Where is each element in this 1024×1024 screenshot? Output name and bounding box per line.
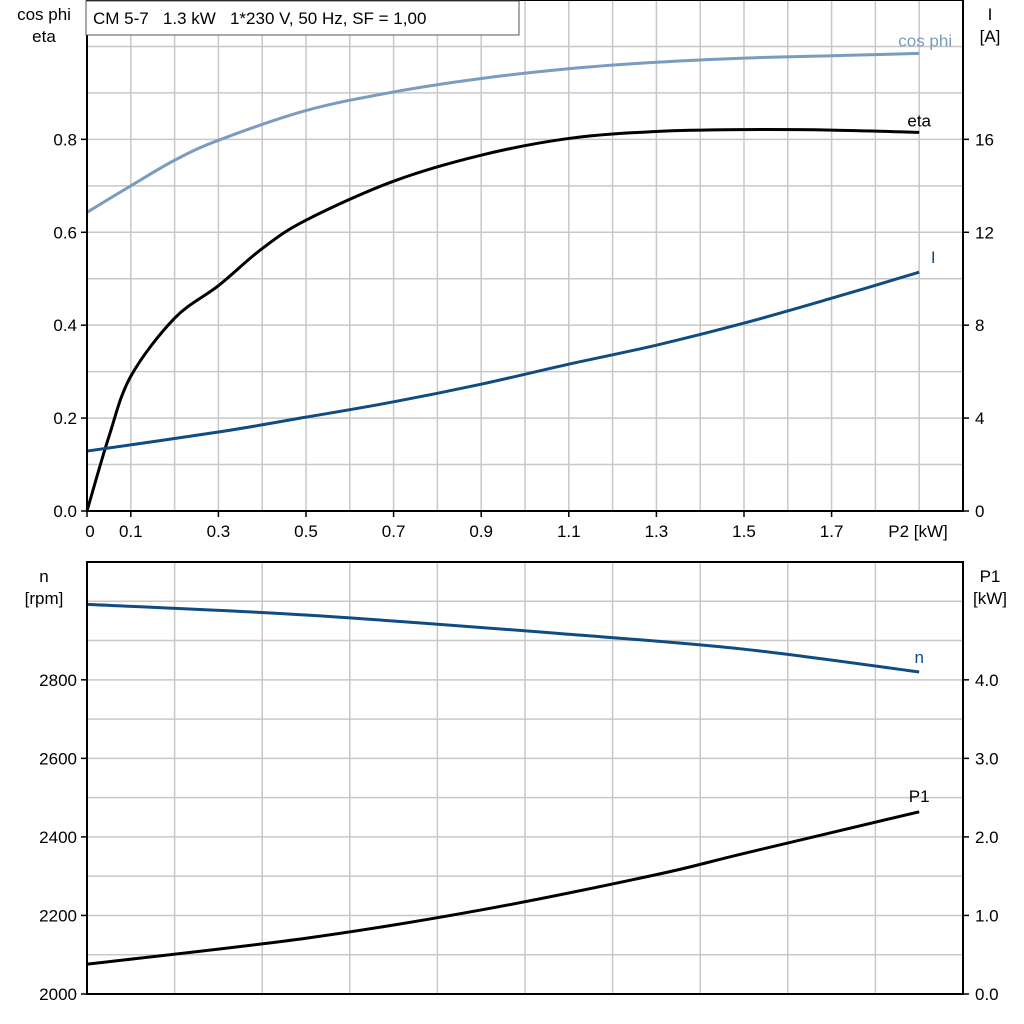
- y-left-axis-label: eta: [32, 27, 56, 46]
- x-tick-label: 0.5: [294, 522, 318, 541]
- x-tick-label: 0.9: [469, 522, 493, 541]
- x-tick-label: 0.1: [119, 522, 143, 541]
- plot-frame: [86, 561, 964, 995]
- y-right-tick-label: 16: [975, 130, 994, 149]
- y-right-tick-label: 1.0: [975, 906, 999, 925]
- y-left-tick-label: 0.4: [53, 316, 77, 335]
- x-tick-label: 1.3: [645, 522, 669, 541]
- y-right-tick-label: 0.0: [975, 985, 999, 1004]
- chart-title-box: CM 5-7 1.3 kW 1*230 V, 50 Hz, SF = 1,00: [85, 0, 520, 36]
- y-left-tick-label: 0.6: [53, 223, 77, 242]
- series-label: n: [914, 648, 923, 667]
- y-right-tick-label: 2.0: [975, 828, 999, 847]
- y-left-axis-label: n: [39, 567, 48, 586]
- curve-p1: [86, 810, 920, 966]
- y-right-tick-label: 8: [975, 316, 984, 335]
- y-left-tick-label: 2400: [39, 828, 77, 847]
- series-label: I: [931, 248, 936, 267]
- y-left-tick-label: 2200: [39, 906, 77, 925]
- y-right-tick-label: 4: [975, 409, 984, 428]
- x-tick-label: 0.3: [207, 522, 231, 541]
- y-right-axis-label: P1: [980, 567, 1001, 586]
- x-axis-label: P2 [kW]: [888, 522, 948, 541]
- series-label: eta: [907, 111, 931, 130]
- y-left-tick-label: 2800: [39, 671, 77, 690]
- x-tick-label: 1.5: [732, 522, 756, 541]
- y-right-tick-label: 3.0: [975, 749, 999, 768]
- y-right-tick-label: 4.0: [975, 671, 999, 690]
- y-left-tick-label: 2000: [39, 985, 77, 1004]
- y-right-axis-label: [kW]: [973, 589, 1007, 608]
- curve-i: [86, 270, 920, 453]
- y-left-tick-label: 2600: [39, 749, 77, 768]
- y-left-axis-label: cos phi: [17, 5, 71, 24]
- y-left-tick-label: 0.0: [53, 502, 77, 521]
- y-right-axis-label: [A]: [980, 27, 1001, 46]
- y-right-tick-label: 0: [975, 502, 984, 521]
- y-right-tick-label: 12: [975, 223, 994, 242]
- y-left-tick-label: 0.8: [53, 130, 77, 149]
- series-label: cos phi: [898, 31, 952, 50]
- x-tick-label: 0: [85, 522, 94, 541]
- y-left-tick-label: 0.2: [53, 409, 77, 428]
- curve-cos-phi: [86, 51, 920, 214]
- x-tick-label: 1.7: [820, 522, 844, 541]
- curve-n: [86, 602, 920, 674]
- x-tick-label: 1.1: [557, 522, 581, 541]
- chart-title: CM 5-7 1.3 kW 1*230 V, 50 Hz, SF = 1,00: [93, 9, 426, 28]
- series-label: P1: [909, 787, 930, 806]
- y-right-axis-label: I: [988, 5, 993, 24]
- x-tick-label: 0.7: [382, 522, 406, 541]
- y-left-axis-label: [rpm]: [25, 589, 64, 608]
- plot-frame: [86, 0, 964, 512]
- curve-eta: [85, 128, 920, 512]
